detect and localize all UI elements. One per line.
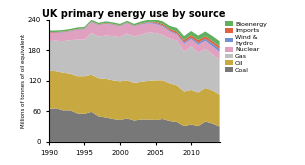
Y-axis label: Millions of tonnes of oil equivalent: Millions of tonnes of oil equivalent — [21, 34, 26, 128]
Legend: Bioenergy, Imports, Wind &
hydro, Nuclear, Gas, Oil, Coal: Bioenergy, Imports, Wind & hydro, Nuclea… — [224, 20, 267, 73]
Title: UK primary energy use by source: UK primary energy use by source — [42, 9, 226, 19]
